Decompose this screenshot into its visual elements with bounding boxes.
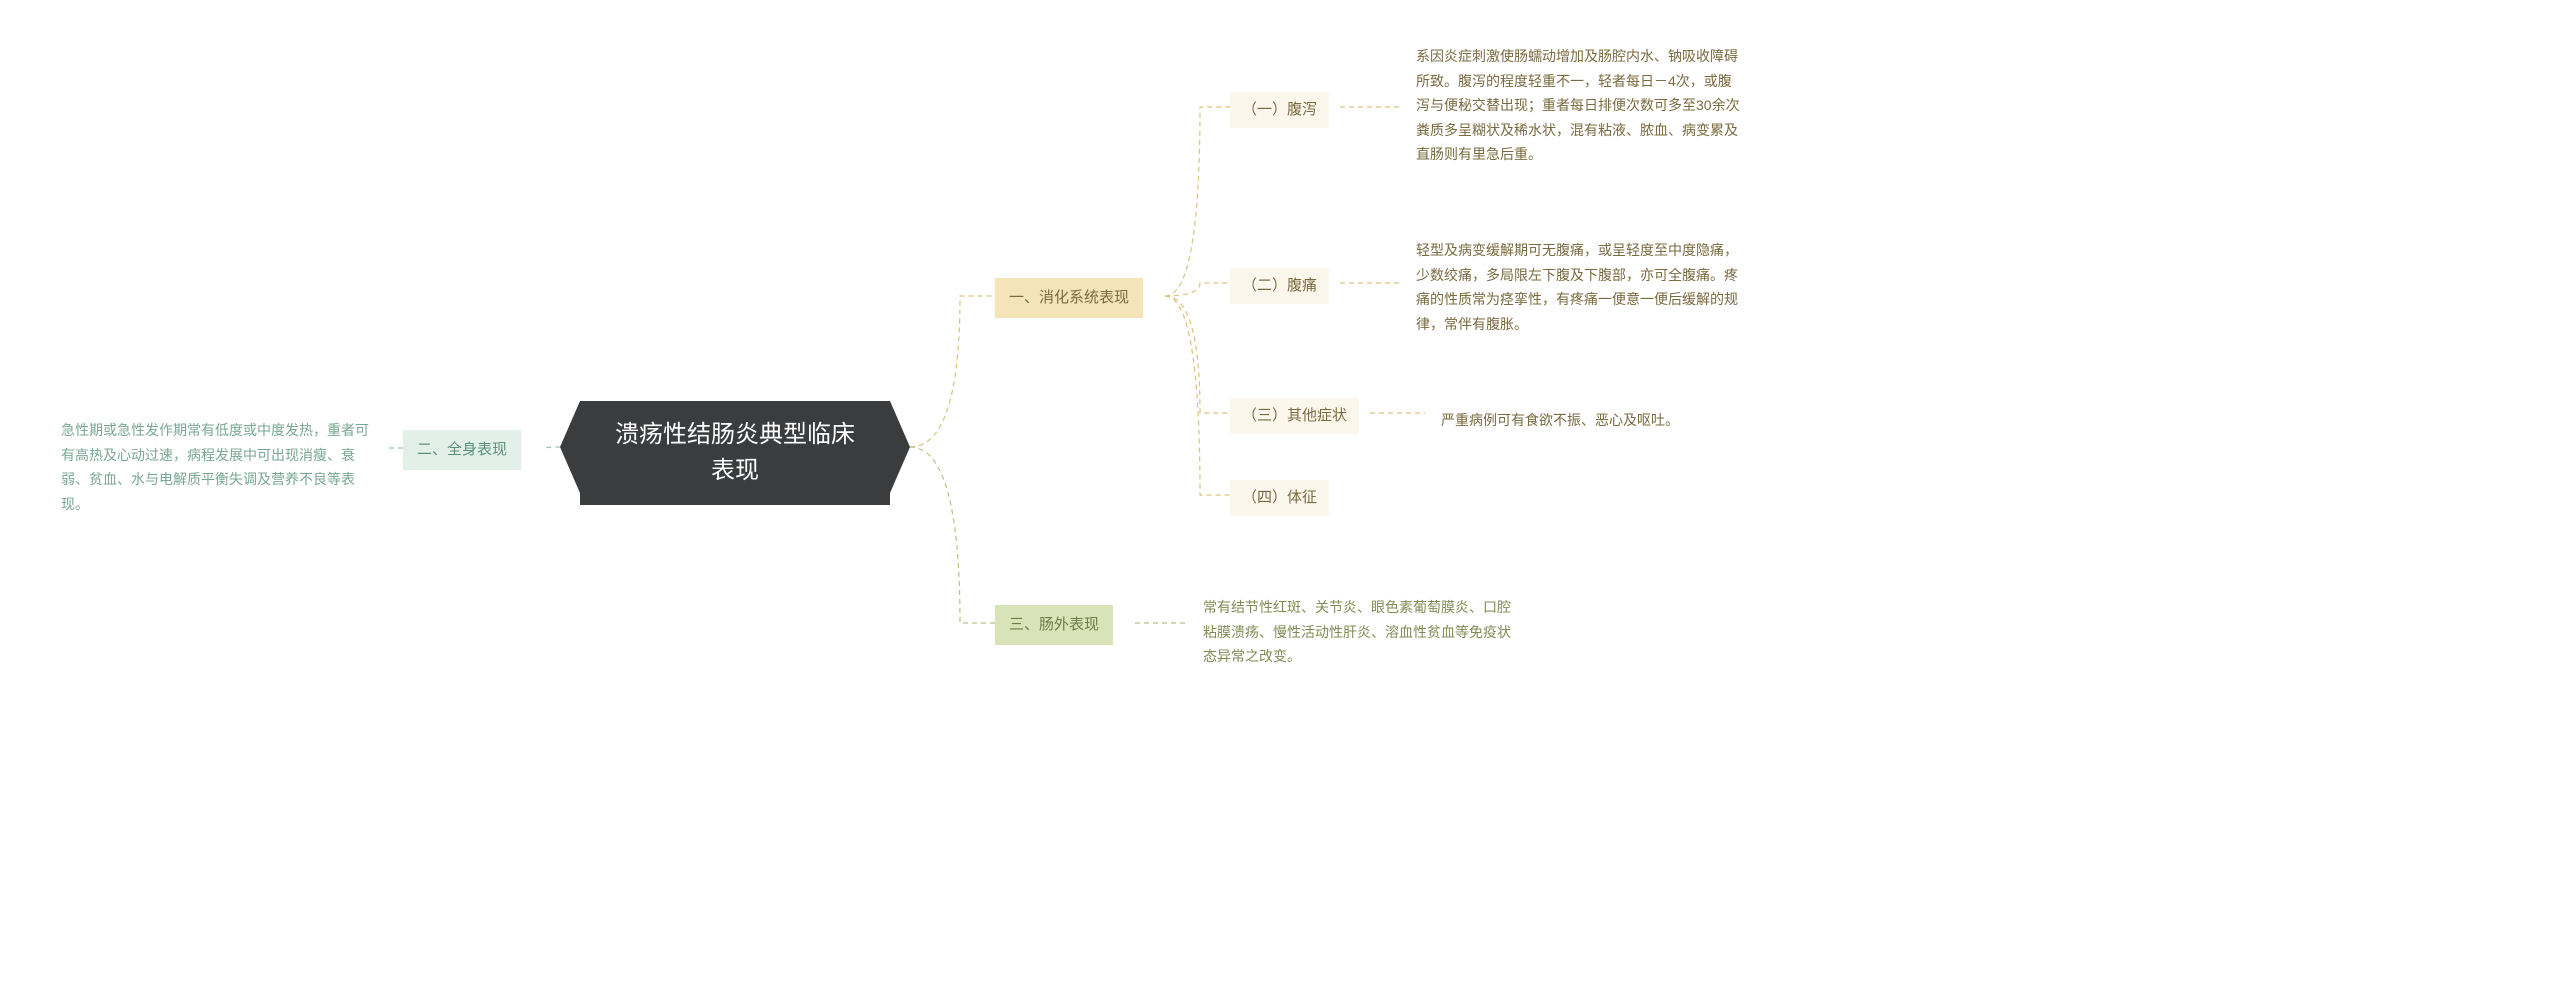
edge-root-b3 bbox=[910, 447, 995, 623]
branch-b3: 三、肠外表现 bbox=[995, 605, 1113, 645]
branch-b2-detail: 急性期或急性发作期常有低度或中度发热，重者可有高热及心动过速，病程发展中可出现消… bbox=[45, 408, 385, 526]
branch-b1-c1-detail: 系因炎症刺激使肠蠕动增加及肠腔内水、钠吸收障碍所致。腹泻的程度轻重不一，轻者每日… bbox=[1400, 34, 1760, 177]
branch-b1-c3-detail: 严重病例可有食欲不振、恶心及呕吐。 bbox=[1425, 398, 1725, 443]
branch-b1: 一、消化系统表现 bbox=[995, 278, 1143, 318]
root-node: 溃疡性结肠炎典型临床表现 bbox=[580, 401, 890, 505]
branch-b1-c1: （一）腹泻 bbox=[1230, 92, 1329, 128]
branch-b1-c2: （二）腹痛 bbox=[1230, 268, 1329, 304]
edge-b1-c2 bbox=[1165, 283, 1230, 296]
edge-root-b2 bbox=[543, 447, 560, 448]
branch-b3-detail: 常有结节性红斑、关节炎、眼色素葡萄膜炎、口腔粘膜溃疡、慢性活动性肝炎、溶血性贫血… bbox=[1187, 585, 1527, 679]
edge-root-b1 bbox=[910, 296, 995, 447]
edge-b1-c4 bbox=[1165, 296, 1230, 495]
edge-b1-c3 bbox=[1165, 296, 1230, 413]
branch-b1-c4: （四）体征 bbox=[1230, 480, 1329, 516]
branch-b2: 二、全身表现 bbox=[403, 430, 521, 470]
branch-b1-c3: （三）其他症状 bbox=[1230, 398, 1359, 434]
edge-b1-c1 bbox=[1165, 107, 1230, 296]
branch-b1-c2-detail: 轻型及病变缓解期可无腹痛，或呈轻度至中度隐痛，少数绞痛，多局限左下腹及下腹部，亦… bbox=[1400, 228, 1760, 346]
